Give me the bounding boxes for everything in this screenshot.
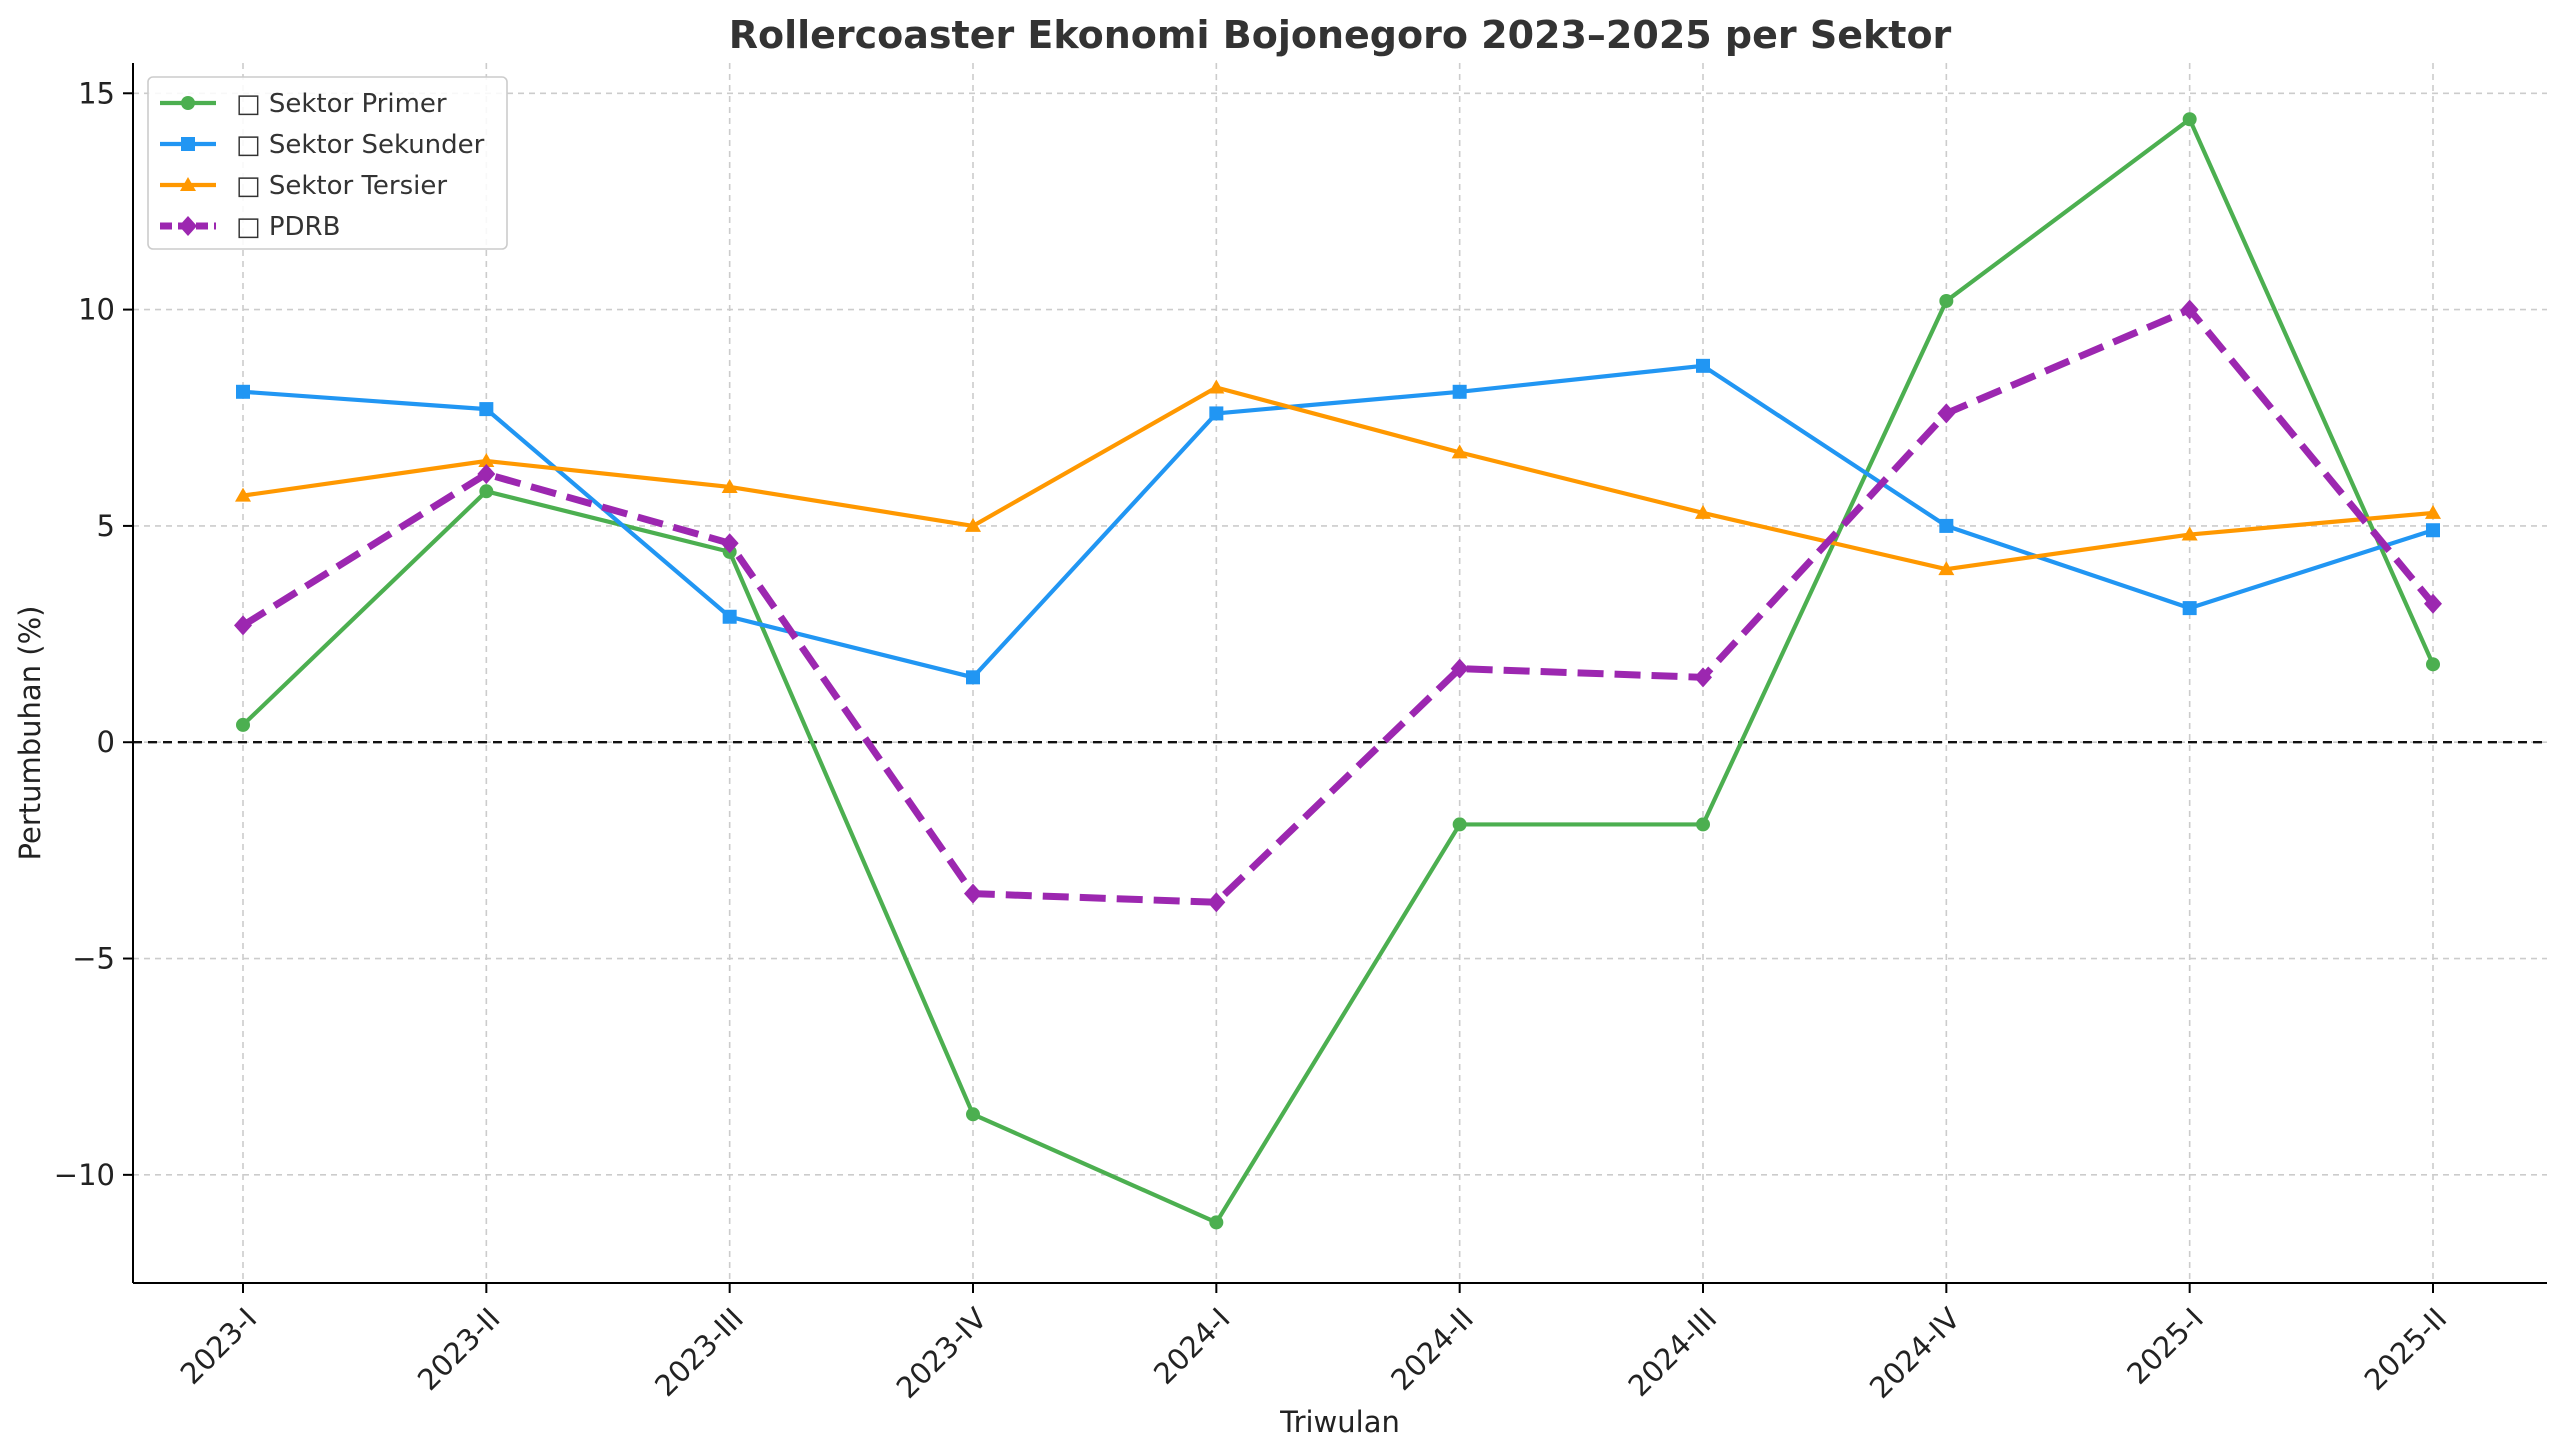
data-point-sektor-primer bbox=[479, 484, 494, 499]
x-tick-label: 2024-III bbox=[1622, 1301, 1724, 1403]
data-point-sektor-tersier bbox=[1451, 444, 1468, 459]
data-point-sektor-primer bbox=[236, 717, 250, 732]
data-point-pdrb bbox=[234, 615, 252, 636]
series-line-pdrb bbox=[241, 306, 2436, 906]
x-tick-label: 2023-IV bbox=[890, 1301, 994, 1405]
series-line-sektor-tersier bbox=[242, 385, 2434, 572]
x-tick-label: 2023-III bbox=[648, 1301, 750, 1403]
data-point-sektor-tersier bbox=[721, 478, 738, 493]
data-point-sektor-tersier bbox=[2425, 504, 2441, 519]
data-point-sektor-primer bbox=[1939, 293, 1954, 308]
x-tick-label: 2023-I bbox=[174, 1301, 264, 1391]
y-tick-label: −5 bbox=[72, 942, 115, 976]
data-point-sektor-tersier bbox=[1695, 504, 1711, 519]
series-layer bbox=[234, 112, 2442, 1230]
data-point-sektor-tersier bbox=[478, 453, 495, 468]
series-sektor-tersier bbox=[235, 379, 2441, 576]
data-point-sektor-tersier bbox=[235, 487, 251, 502]
data-point-pdrb bbox=[1937, 403, 1956, 424]
legend-item-sektor-tersier: □ Sektor Tersier bbox=[160, 171, 447, 201]
legend-label-pdrb: □ PDRB bbox=[236, 212, 340, 242]
data-point-pdrb bbox=[477, 463, 496, 484]
data-point-sektor-sekunder bbox=[966, 670, 980, 685]
x-tick-label: 2024-I bbox=[1147, 1301, 1237, 1391]
series-line-sektor-primer bbox=[241, 117, 2435, 1225]
y-tick-label: 10 bbox=[78, 293, 115, 327]
data-point-sektor-primer bbox=[966, 1107, 980, 1122]
axes: 15 10 5 0 −5 −10 2023-I 2023-II 2023-III 2023-IV 2… bbox=[54, 63, 2547, 1405]
legend: □ Sektor Primer □ Sektor Sekunder □ Sektor… bbox=[147, 76, 508, 250]
data-point-sektor-primer bbox=[1209, 1215, 1224, 1230]
data-point-pdrb bbox=[2180, 299, 2199, 320]
legend-item-pdrb: □ PDRB bbox=[160, 212, 340, 242]
y-axis-label: Pertumbuhan (%) bbox=[13, 606, 47, 861]
series-line-sektor-sekunder bbox=[242, 363, 2434, 680]
series-sektor-primer bbox=[236, 112, 2440, 1230]
data-point-sektor-tersier bbox=[1208, 379, 1225, 394]
legend-label-sektor-primer: □ Sektor Primer bbox=[236, 89, 447, 119]
y-tick-label: 0 bbox=[97, 725, 115, 759]
data-point-sektor-sekunder bbox=[2182, 601, 2197, 616]
legend-box bbox=[147, 76, 508, 250]
triangle-marker bbox=[180, 177, 196, 191]
data-point-sektor-sekunder bbox=[2426, 523, 2440, 538]
y-tick-label: 15 bbox=[78, 76, 115, 110]
legend-label-sektor-sekunder: □ Sektor Sekunder bbox=[236, 130, 485, 160]
legend-item-sektor-sekunder: □ Sektor Sekunder bbox=[160, 130, 485, 160]
data-point-sektor-sekunder bbox=[236, 384, 250, 399]
data-point-sektor-sekunder bbox=[1452, 384, 1467, 399]
data-point-sektor-sekunder bbox=[479, 402, 494, 417]
data-point-sektor-sekunder bbox=[1696, 358, 1710, 373]
data-point-sektor-tersier bbox=[1938, 561, 1955, 576]
series-sektor-sekunder bbox=[236, 358, 2440, 685]
x-axis-label: Triwulan bbox=[1279, 1405, 1400, 1439]
data-point-sektor-primer bbox=[1452, 817, 1467, 832]
legend-label-sektor-tersier: □ Sektor Tersier bbox=[236, 171, 447, 201]
data-point-sektor-sekunder bbox=[1939, 518, 1954, 533]
data-point-sektor-sekunder bbox=[722, 609, 737, 624]
series-pdrb bbox=[234, 299, 2442, 913]
data-point-pdrb bbox=[1450, 658, 1469, 679]
y-tick-label: −10 bbox=[54, 1158, 115, 1192]
x-tick-label: 2025-I bbox=[2120, 1301, 2210, 1391]
data-point-pdrb bbox=[720, 533, 739, 554]
data-point-pdrb bbox=[1207, 892, 1226, 913]
data-point-sektor-primer bbox=[2182, 112, 2197, 127]
data-point-sektor-sekunder bbox=[1209, 406, 1224, 421]
chart-title: Rollercoaster Ekonomi Bojonegoro 2023–20… bbox=[729, 13, 1952, 57]
x-tick-label: 2024-IV bbox=[1863, 1301, 1967, 1405]
data-point-sektor-primer bbox=[1696, 817, 1710, 832]
data-point-pdrb bbox=[964, 883, 982, 904]
square-marker bbox=[181, 137, 195, 151]
legend-item-sektor-primer: □ Sektor Primer bbox=[160, 89, 447, 119]
y-tick-label: 5 bbox=[97, 509, 115, 543]
data-point-pdrb bbox=[2424, 593, 2442, 614]
circle-marker bbox=[181, 96, 195, 110]
x-tick-label: 2024-II bbox=[1384, 1301, 1480, 1397]
x-tick-label: 2023-II bbox=[411, 1301, 507, 1397]
data-point-sektor-primer bbox=[2426, 657, 2440, 672]
x-tick-label: 2025-II bbox=[2358, 1301, 2454, 1397]
data-point-sektor-tersier bbox=[965, 517, 981, 532]
diamond-marker bbox=[179, 216, 197, 236]
data-point-pdrb bbox=[1694, 667, 1712, 688]
data-point-sektor-tersier bbox=[2181, 526, 2198, 541]
